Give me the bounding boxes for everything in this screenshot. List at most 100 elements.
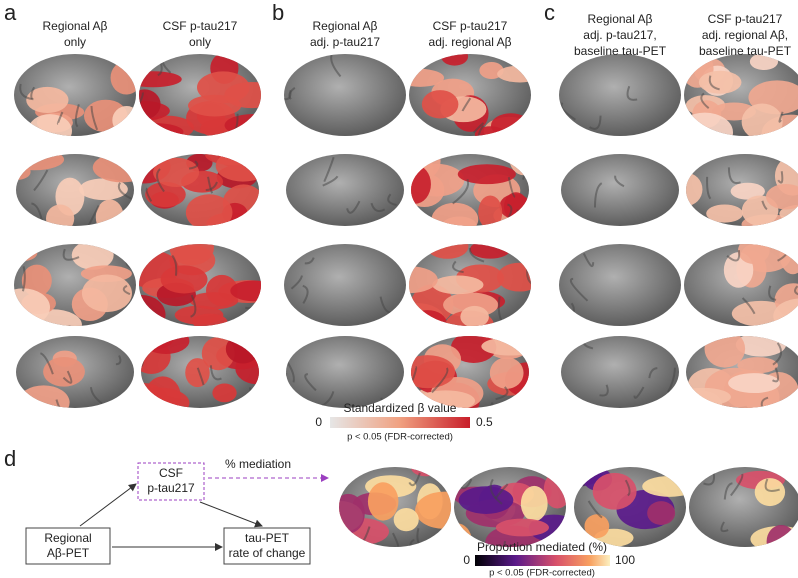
sulcus: [39, 352, 54, 375]
sulcus: [675, 161, 679, 180]
arrow: [79, 483, 137, 527]
sulcus: [472, 122, 485, 134]
sulcus: [175, 405, 186, 408]
brain-patch: [737, 357, 778, 374]
colorbar-title: Standardized β value: [344, 401, 457, 415]
sulcus: [569, 220, 581, 226]
brain-patch: [92, 154, 134, 183]
brain-patch: [205, 274, 238, 307]
colorbar-min: 0: [463, 553, 470, 567]
brain-patch: [169, 244, 214, 266]
sulcus: [662, 319, 669, 326]
brain: [284, 244, 406, 326]
sulcus: [700, 92, 710, 109]
brain-patch: [16, 163, 31, 180]
sulcus: [768, 224, 783, 226]
brain: [559, 54, 681, 136]
brain-patch: [686, 172, 703, 207]
sulcus: [559, 113, 570, 131]
brain-patch: [415, 491, 451, 529]
column-header: Regional Aβ: [313, 19, 378, 33]
sulcus: [741, 297, 756, 315]
brain-patch: [766, 524, 797, 547]
sulcus: [507, 203, 513, 219]
column-header: adj. p-tau217: [310, 35, 380, 49]
column-header: Regional Aβ: [588, 12, 653, 26]
brain-patch: [698, 70, 742, 94]
brain-patch: [728, 373, 780, 394]
brain-patch: [95, 199, 124, 226]
panel-letter: b: [272, 0, 284, 25]
brain-patch: [79, 178, 128, 201]
brain-patches: [19, 60, 136, 136]
brain-patch: [508, 154, 529, 176]
sulcus: [720, 521, 729, 533]
sulcus: [255, 116, 261, 136]
sulcus: [477, 125, 485, 136]
brain-patch: [141, 395, 167, 408]
node-label: rate of change: [229, 546, 306, 560]
colorbar-max: 100: [615, 553, 635, 567]
column-header: baseline tau-PET: [574, 44, 667, 58]
sulcus: [156, 168, 165, 193]
node-label: tau-PET: [245, 531, 290, 545]
brain-patch: [153, 157, 200, 187]
brain-patch: [684, 112, 734, 136]
sulcus: [665, 55, 675, 66]
brain-patch: [16, 154, 65, 171]
sulcus: [497, 296, 503, 322]
sulcus: [726, 249, 741, 262]
brain-patch: [145, 181, 186, 208]
sulcus: [90, 105, 99, 131]
column-header: adj. regional Aβ,: [702, 28, 788, 42]
brain-patch: [730, 182, 765, 200]
sulcus: [582, 468, 586, 487]
arrow: [199, 501, 263, 528]
sulcus: [188, 160, 199, 170]
sulcus: [668, 313, 679, 326]
sulcus: [633, 386, 645, 399]
sulcus: [684, 116, 687, 126]
colorbar-title: Proportion mediated (%): [477, 540, 607, 554]
colorbar-note: p < 0.05 (FDR-corrected): [489, 568, 595, 578]
brain-patch: [520, 485, 548, 522]
sulcus: [207, 176, 214, 194]
sulcus: [124, 222, 134, 226]
sulcus: [772, 342, 783, 366]
brain-patch: [642, 475, 686, 497]
brain: [561, 154, 679, 226]
sulcus: [772, 367, 780, 383]
sulcus: [304, 257, 315, 265]
sulcus: [761, 200, 768, 211]
sulcus: [493, 541, 507, 547]
sulcus: [414, 128, 426, 136]
brain-patch: [481, 337, 529, 356]
column-header: only: [189, 35, 211, 49]
brain-patch: [142, 336, 190, 355]
node-box: [223, 527, 311, 565]
brain-patch: [704, 336, 746, 368]
sulcus: [286, 372, 288, 389]
sulcus: [452, 178, 470, 205]
brain-renderings: [14, 54, 798, 547]
brain-patch: [225, 336, 259, 364]
node-label: p-tau217: [147, 481, 195, 495]
brain-patch: [139, 123, 184, 136]
brain-patch: [457, 164, 516, 185]
brain-patch: [45, 204, 75, 226]
colorbar: [475, 555, 610, 566]
sulcus: [511, 397, 525, 408]
sulcus: [304, 373, 317, 392]
brain-patch: [497, 65, 531, 83]
brain-patch: [458, 486, 514, 514]
sulcus: [298, 318, 314, 326]
brain-patch: [21, 264, 52, 297]
brain-patch: [224, 81, 261, 109]
node-box: [137, 462, 205, 501]
brain-patch: [17, 385, 70, 408]
sulcus: [408, 472, 421, 487]
sulcus: [777, 171, 784, 184]
brain: [561, 336, 679, 408]
brain-patch: [450, 336, 497, 363]
sulcus: [139, 312, 148, 324]
